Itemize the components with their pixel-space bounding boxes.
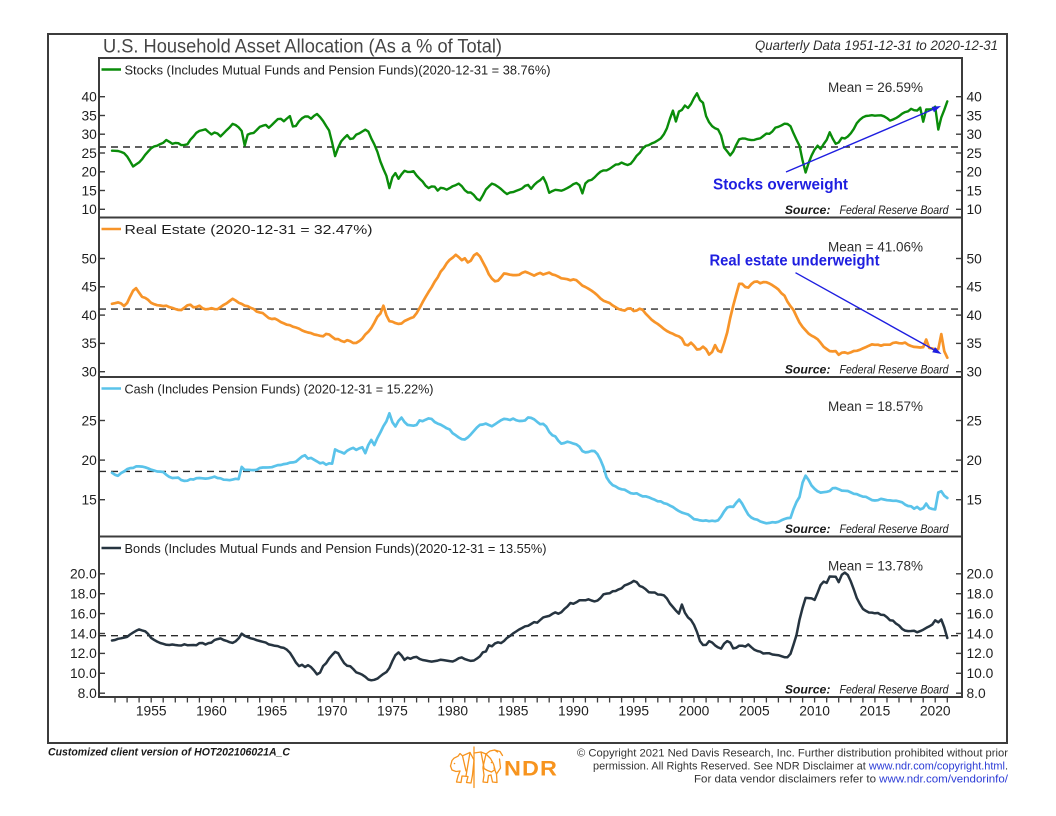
svg-text:1965: 1965 — [256, 704, 287, 719]
svg-text:25: 25 — [81, 413, 97, 428]
svg-text:15: 15 — [81, 493, 97, 508]
svg-text:50: 50 — [967, 251, 983, 266]
svg-text:Federal Reserve Board: Federal Reserve Board — [840, 683, 950, 697]
svg-text:Federal Reserve Board: Federal Reserve Board — [840, 363, 950, 377]
svg-text:Stocks (Includes Mutual Funds: Stocks (Includes Mutual Funds and Pensio… — [125, 62, 551, 77]
svg-text:8.0: 8.0 — [78, 686, 98, 701]
svg-text:1995: 1995 — [618, 704, 649, 719]
svg-text:1975: 1975 — [377, 704, 408, 719]
svg-text:14.0: 14.0 — [967, 626, 994, 641]
svg-text:Bonds (Includes Mutual Funds a: Bonds (Includes Mutual Funds and Pension… — [125, 541, 547, 556]
svg-text:2020: 2020 — [920, 704, 951, 719]
svg-text:18.0: 18.0 — [70, 587, 97, 602]
svg-text:Source:: Source: — [785, 522, 831, 536]
svg-text:1985: 1985 — [498, 704, 529, 719]
svg-text:Source:: Source: — [785, 363, 831, 377]
svg-text:1955: 1955 — [136, 704, 167, 719]
svg-text:45: 45 — [967, 280, 983, 295]
svg-text:40: 40 — [967, 90, 983, 105]
svg-text:35: 35 — [81, 336, 97, 351]
svg-text:20.0: 20.0 — [70, 567, 97, 582]
svg-text:10: 10 — [967, 202, 983, 217]
svg-text:Source:: Source: — [785, 203, 831, 217]
svg-text:14.0: 14.0 — [70, 626, 97, 641]
svg-text:40: 40 — [81, 90, 97, 105]
svg-text:For data vendor disclaimers re: For data vendor disclaimers refer to www… — [694, 774, 1009, 786]
svg-text:30: 30 — [81, 365, 97, 380]
svg-text:Federal Reserve Board: Federal Reserve Board — [840, 522, 950, 536]
svg-text:1960: 1960 — [196, 704, 227, 719]
svg-text:25: 25 — [81, 146, 97, 161]
svg-text:Customized client version of H: Customized client version of HOT20210602… — [48, 747, 290, 759]
svg-text:45: 45 — [81, 280, 97, 295]
svg-text:15: 15 — [81, 183, 97, 198]
svg-text:U.S. Household Asset Allocatio: U.S. Household Asset Allocation (As a % … — [103, 37, 502, 58]
svg-text:20: 20 — [967, 453, 983, 468]
svg-text:25: 25 — [967, 146, 983, 161]
svg-text:© Copyright 2021 Ned Davis Res: © Copyright 2021 Ned Davis Research, Inc… — [577, 748, 1008, 760]
svg-text:Real Estate (2020-12-31 = 32.: Real Estate (2020-12-31 = 32.47%) — [125, 222, 373, 237]
svg-text:40: 40 — [81, 308, 97, 323]
svg-text:Mean = 18.57%: Mean = 18.57% — [828, 399, 923, 414]
svg-text:15: 15 — [967, 183, 983, 198]
svg-text:Mean = 13.78%: Mean = 13.78% — [828, 559, 923, 574]
svg-text:16.0: 16.0 — [70, 606, 97, 621]
svg-text:18.0: 18.0 — [967, 587, 994, 602]
svg-text:35: 35 — [967, 336, 983, 351]
svg-text:40: 40 — [967, 308, 983, 323]
svg-text:2015: 2015 — [860, 704, 891, 719]
svg-text:15: 15 — [967, 493, 983, 508]
svg-text:Cash (Includes Pension Funds): Cash (Includes Pension Funds) (2020-12-3… — [125, 381, 434, 396]
svg-text:permission. All Rights Reserve: permission. All Rights Reserved. See NDR… — [593, 761, 1008, 773]
svg-text:20: 20 — [967, 165, 983, 180]
svg-text:16.0: 16.0 — [967, 606, 994, 621]
svg-text:30: 30 — [81, 127, 97, 142]
svg-text:10.0: 10.0 — [70, 666, 97, 681]
svg-text:20: 20 — [81, 453, 97, 468]
svg-text:Mean = 41.06%: Mean = 41.06% — [828, 240, 923, 255]
svg-text:Mean = 26.59%: Mean = 26.59% — [828, 80, 923, 95]
svg-text:50: 50 — [81, 251, 97, 266]
svg-text:20: 20 — [81, 165, 97, 180]
svg-text:2005: 2005 — [739, 704, 770, 719]
svg-text:8.0: 8.0 — [967, 686, 987, 701]
svg-text:Quarterly Data 1951-12-31 to 2: Quarterly Data 1951-12-31 to 2020-12-31 — [755, 38, 998, 53]
svg-text:10: 10 — [81, 202, 97, 217]
svg-text:1990: 1990 — [558, 704, 589, 719]
svg-text:35: 35 — [967, 108, 983, 123]
svg-text:25: 25 — [967, 413, 983, 428]
svg-text:NDR: NDR — [504, 757, 558, 781]
svg-text:2010: 2010 — [799, 704, 830, 719]
svg-text:12.0: 12.0 — [967, 646, 994, 661]
svg-text:12.0: 12.0 — [70, 646, 97, 661]
svg-text:35: 35 — [81, 108, 97, 123]
svg-text:30: 30 — [967, 365, 983, 380]
svg-text:20.0: 20.0 — [967, 567, 994, 582]
svg-text:1980: 1980 — [437, 704, 468, 719]
svg-text:30: 30 — [967, 127, 983, 142]
svg-text:Federal Reserve Board: Federal Reserve Board — [840, 203, 950, 217]
svg-text:1970: 1970 — [317, 704, 348, 719]
svg-text:10.0: 10.0 — [967, 666, 994, 681]
svg-text:Source:: Source: — [785, 683, 831, 697]
svg-text:Real estate underweight: Real estate underweight — [710, 253, 880, 270]
svg-text:Stocks overweight: Stocks overweight — [713, 177, 848, 194]
svg-text:2000: 2000 — [679, 704, 710, 719]
